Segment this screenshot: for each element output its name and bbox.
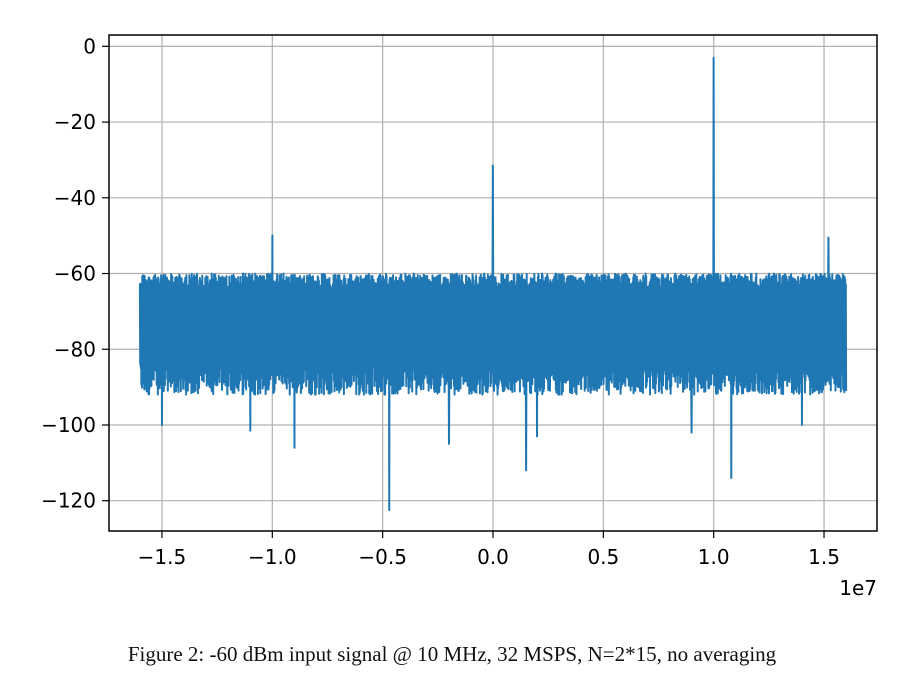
y-tick-label: −40 [54,186,96,210]
y-tick-label: 0 [83,34,96,58]
figure-caption: Figure 2: -60 dBm input signal @ 10 MHz,… [127,642,777,666]
plot-data [138,56,848,512]
x-offset-label: 1e7 [839,576,877,600]
x-axis: −1.5 −1.0 −0.5 0.0 0.5 1.0 1.5 [138,531,840,569]
spectrum-line [138,56,848,512]
x-tick-label: −1.0 [248,545,297,569]
x-tick-label: −0.5 [358,545,407,569]
y-tick-label: −120 [41,489,96,513]
x-tick-label: 1.0 [698,545,730,569]
x-tick-label: 0.0 [477,545,509,569]
y-tick-label: −20 [54,110,96,134]
x-tick-label: −1.5 [138,545,187,569]
y-tick-label: −60 [54,262,96,286]
spectrum-chart: −1.5 −1.0 −0.5 0.0 0.5 1.0 1.5 0 −20 −40 −60 −80 −1… [41,34,878,600]
y-tick-label: −80 [54,337,96,361]
x-tick-label: 1.5 [808,545,840,569]
y-axis: 0 −20 −40 −60 −80 −100 −120 [41,34,109,513]
x-tick-label: 0.5 [587,545,619,569]
y-tick-label: −100 [41,413,96,437]
